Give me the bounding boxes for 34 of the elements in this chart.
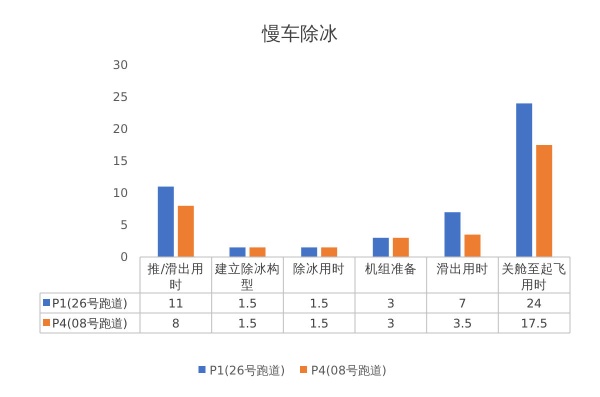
bar bbox=[250, 247, 266, 257]
bar bbox=[178, 206, 194, 257]
legend-label: P1(26号跑道) bbox=[52, 296, 128, 310]
data-label: 11 bbox=[168, 296, 184, 310]
data-label: 1.5 bbox=[310, 296, 329, 310]
y-tick-label: 10 bbox=[112, 186, 128, 200]
data-label: 3.5 bbox=[452, 316, 472, 330]
data-label: 7 bbox=[458, 296, 466, 310]
legend-label: P4(08号跑道) bbox=[52, 316, 128, 330]
bar bbox=[158, 186, 174, 257]
title: 慢车除冰 bbox=[262, 23, 338, 45]
bar bbox=[372, 238, 389, 257]
data-label: 17.5 bbox=[520, 316, 548, 330]
bar bbox=[536, 145, 552, 257]
data-label: 3 bbox=[387, 316, 395, 330]
data-label: 1.5 bbox=[238, 296, 258, 310]
bar bbox=[444, 212, 460, 257]
data-label: 3 bbox=[387, 296, 395, 310]
bar bbox=[230, 247, 246, 257]
bar bbox=[516, 103, 532, 257]
y-tick-label: 5 bbox=[120, 218, 128, 232]
y-tick-label: 15 bbox=[112, 154, 128, 168]
data-label: 1.5 bbox=[310, 316, 329, 330]
data-label: 24 bbox=[526, 296, 542, 310]
bar bbox=[464, 234, 480, 257]
y-tick-label: 20 bbox=[112, 122, 128, 136]
bar bbox=[301, 247, 318, 257]
y-tick-label: 30 bbox=[112, 58, 128, 72]
data-label: 1.5 bbox=[238, 316, 258, 330]
data-label: 8 bbox=[172, 316, 180, 330]
y-tick-label: 25 bbox=[112, 90, 128, 104]
bar bbox=[321, 247, 338, 257]
y-tick-label: 0 bbox=[120, 250, 128, 264]
bar bbox=[392, 238, 409, 257]
